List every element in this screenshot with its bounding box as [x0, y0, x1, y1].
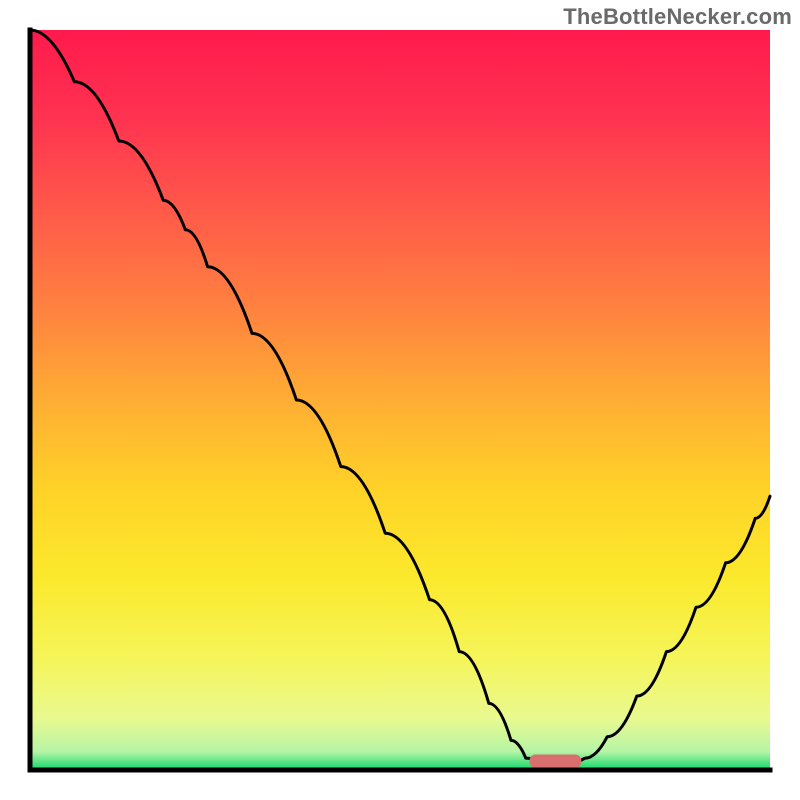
bottleneck-chart	[0, 0, 800, 800]
plot-background	[30, 30, 770, 770]
optimal-marker	[530, 754, 582, 767]
watermark-text: TheBottleNecker.com	[563, 4, 792, 30]
chart-container: TheBottleNecker.com	[0, 0, 800, 800]
